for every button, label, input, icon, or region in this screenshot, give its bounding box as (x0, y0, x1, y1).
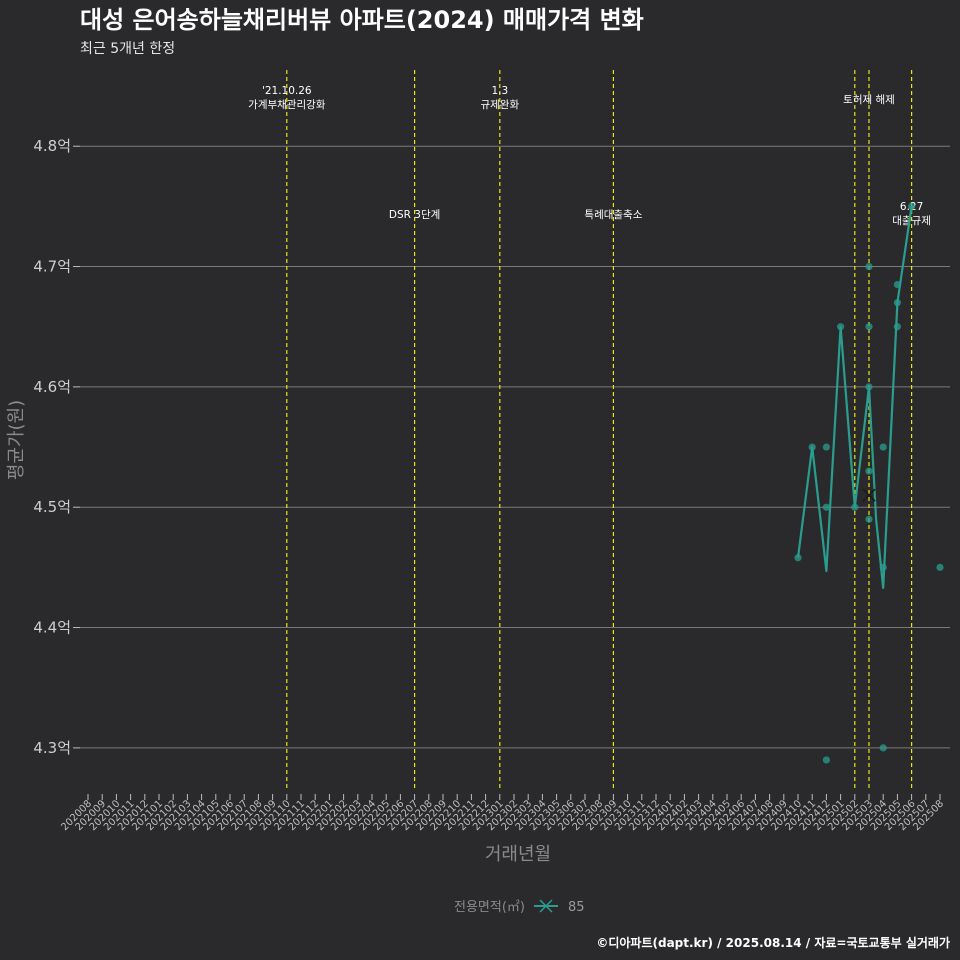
data-point-4 (822, 443, 831, 451)
data-point-2 (822, 756, 831, 764)
series-line-85 (796, 206, 913, 589)
x-tick-labels: 2020082020092020102020112020122021012021… (59, 794, 946, 833)
event-label-5-0: 토허제 해제 (843, 93, 895, 106)
chart-subtitle: 최근 5개년 한정 (80, 41, 175, 57)
data-point-12 (879, 744, 887, 752)
x-axis-title: 거래년월 (485, 844, 551, 865)
data-point-17 (893, 281, 902, 289)
legend-swatch-cross-b (539, 899, 553, 913)
data-point-15 (893, 323, 902, 331)
y-tick-label-1: 4.4억 (33, 619, 71, 637)
legend-title: 전용면적(㎡) (454, 900, 525, 915)
y-tick-labels: 4.3억 4.4억 4.5억 4.6억 4.7억 4.8억 (33, 137, 71, 757)
event-label-1-0: DSR 3단계 (389, 209, 440, 221)
chart-title: 대성 은어송하늘채리버뷰 아파트(2024) 매매가격 변화 (80, 6, 644, 34)
data-point-13 (879, 563, 887, 571)
data-point-8 (865, 467, 873, 475)
data-point-14 (879, 443, 887, 451)
data-point-10 (865, 323, 873, 331)
legend-label-85: 85 (568, 900, 585, 915)
legend: 전용면적(㎡) 85 (454, 899, 585, 915)
data-point-6 (851, 503, 859, 511)
data-point-18 (908, 202, 916, 210)
event-label-0-1: 가계부채관리강화 (248, 99, 326, 111)
data-point-7 (865, 515, 873, 523)
y-tick-label-2: 4.5억 (33, 498, 71, 516)
event-label-6-1: 대출규제 (892, 215, 931, 227)
y-gridlines (73, 145, 950, 749)
data-point-16 (893, 299, 902, 307)
x-marker-b-0 (862, 488, 876, 502)
y-tick-label-4: 4.7억 (33, 258, 71, 276)
event-label-0-0: '21.10.26 (262, 85, 312, 97)
event-label-3-0: 특례대출축소 (584, 209, 642, 221)
data-point-0 (794, 554, 802, 562)
data-point-1 (808, 443, 816, 451)
data-point-19 (936, 563, 944, 571)
data-point-3 (822, 503, 831, 511)
data-point-5 (837, 323, 845, 331)
data-series (794, 202, 944, 764)
y-tick-label-5: 4.8억 (33, 137, 71, 155)
data-point-9 (865, 383, 873, 391)
event-label-2-0: 1.3 (491, 85, 508, 97)
caption: ©디아파트(dapt.kr) / 2025.08.14 / 자료=국토교통부 실… (596, 935, 950, 950)
event-label-2-1: 규제완화 (480, 98, 519, 111)
y-axis-title: 평균가(원) (6, 400, 27, 480)
y-tick-label-0: 4.3억 (33, 739, 71, 757)
data-point-11 (865, 262, 873, 271)
y-tick-label-3: 4.6억 (33, 378, 71, 396)
